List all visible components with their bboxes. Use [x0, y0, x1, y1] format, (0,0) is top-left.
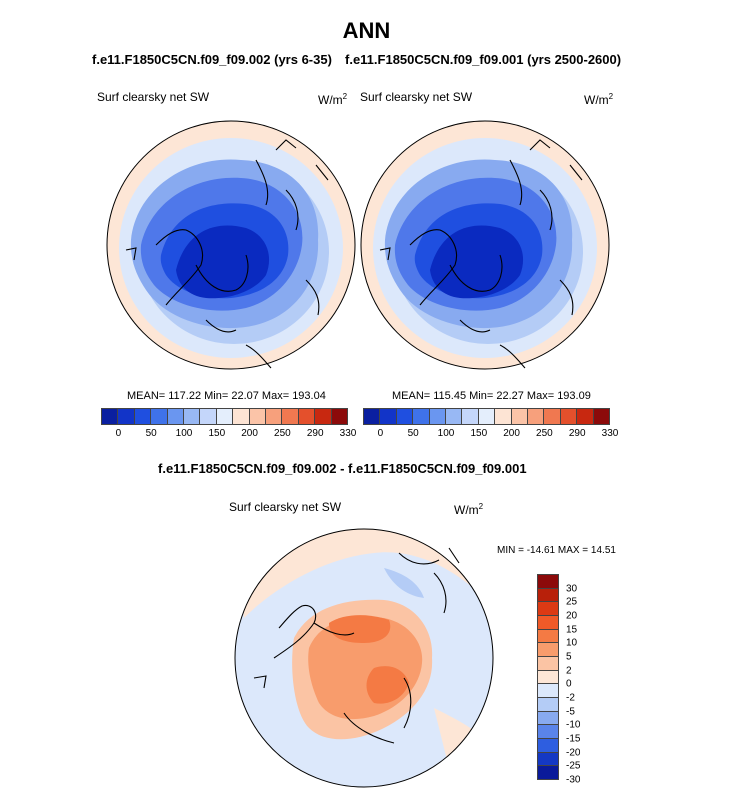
colorbar-swatch — [265, 408, 283, 425]
colorbar-tick-label: 25 — [566, 596, 578, 608]
colorbar-swatch — [101, 408, 119, 425]
colorbar-tick-label: -5 — [566, 706, 575, 718]
colorbar-tick-label: 20 — [566, 610, 578, 622]
colorbar-swatch — [537, 724, 559, 740]
colorbar-tick-label: -10 — [566, 719, 581, 731]
colorbar-tick-label: 0 — [566, 678, 572, 690]
colorbar-swatch — [445, 408, 463, 425]
colorbar-swatch — [537, 697, 559, 712]
colorbar-swatch — [133, 408, 152, 425]
left-polar-map — [106, 120, 356, 370]
diff-variable-label: Surf clearsky net SW — [229, 500, 342, 514]
diff-polar-map — [234, 528, 494, 788]
colorbar-swatch — [379, 408, 397, 425]
colorbar-swatch — [232, 408, 250, 425]
colorbar-swatch — [537, 710, 559, 726]
main-title: ANN — [342, 18, 391, 43]
colorbar-tick-label: 290 — [306, 428, 324, 439]
colorbar-tick-label: 0 — [115, 428, 122, 439]
colorbar-swatch — [537, 751, 559, 767]
colorbar-swatch — [527, 408, 545, 425]
colorbar-tick-label: 250 — [274, 428, 291, 439]
colorbar-swatch — [576, 408, 594, 425]
colorbar-tick-label: 200 — [503, 428, 520, 439]
colorbar-swatch — [281, 408, 299, 425]
diff-stats: MIN = -14.61 MAX = 14.51 — [497, 545, 616, 556]
colorbar-swatch — [537, 601, 559, 617]
colorbar-swatch — [428, 408, 447, 425]
colorbar-swatch — [314, 408, 332, 425]
colorbar-tick-label: 50 — [407, 428, 419, 439]
colorbar-tick-label: -25 — [566, 760, 581, 772]
left-stats: MEAN= 117.22 Min= 22.07 Max= 193.04 — [127, 390, 326, 402]
colorbar-tick-label: -30 — [566, 774, 581, 786]
diff-colorbar — [537, 574, 559, 781]
colorbar-swatch — [537, 765, 559, 781]
colorbar-swatch — [494, 408, 512, 425]
colorbar-swatch — [537, 628, 559, 644]
colorbar-swatch — [183, 408, 201, 425]
colorbar-swatch — [363, 408, 381, 425]
colorbar-swatch — [537, 738, 559, 753]
colorbar-tick-label: 330 — [339, 428, 357, 439]
left-colorbar — [101, 408, 349, 425]
colorbar-tick-label: -15 — [566, 733, 581, 745]
colorbar-tick-label: 150 — [208, 428, 226, 439]
diff-units-label: W/m2 — [454, 502, 484, 517]
colorbar-swatch — [510, 408, 529, 425]
colorbar-swatch — [477, 408, 496, 425]
right-panel-title: f.e11.F1850C5CN.f09_f09.001 (yrs 2500-26… — [345, 52, 622, 67]
left-panel-title: f.e11.F1850C5CN.f09_f09.002 (yrs 6-35) — [92, 52, 332, 67]
colorbar-tick-label: -20 — [566, 747, 581, 759]
colorbar-tick-label: 290 — [568, 428, 586, 439]
colorbar-swatch — [592, 408, 611, 425]
colorbar-tick-label: 15 — [566, 624, 578, 636]
colorbar-tick-label: 330 — [601, 428, 619, 439]
colorbar-swatch — [537, 683, 559, 699]
colorbar-swatch — [537, 656, 559, 671]
left-variable-label: Surf clearsky net SW — [97, 90, 210, 104]
diff-panel-title: f.e11.F1850C5CN.f09_f09.002 - f.e11.F185… — [158, 461, 527, 476]
colorbar-swatch — [559, 408, 578, 425]
colorbar-swatch — [199, 408, 217, 425]
colorbar-swatch — [537, 615, 559, 630]
colorbar-tick-label: 30 — [566, 583, 578, 595]
right-stats: MEAN= 115.45 Min= 22.27 Max= 193.09 — [392, 390, 591, 402]
colorbar-tick-label: 0 — [377, 428, 384, 439]
left-units-label: W/m2 — [318, 92, 348, 107]
colorbar-tick-label: 50 — [145, 428, 157, 439]
colorbar-swatch — [537, 574, 559, 589]
colorbar-swatch — [537, 669, 559, 685]
colorbar-tick-label: 100 — [175, 428, 193, 439]
colorbar-swatch — [150, 408, 168, 425]
colorbar-swatch — [297, 408, 316, 425]
colorbar-tick-label: -2 — [566, 692, 575, 704]
colorbar-swatch — [537, 642, 559, 658]
colorbar-swatch — [461, 408, 479, 425]
colorbar-tick-label: 2 — [566, 665, 572, 677]
right-variable-label: Surf clearsky net SW — [360, 90, 473, 104]
colorbar-swatch — [537, 587, 559, 603]
colorbar-tick-label: 10 — [566, 637, 578, 649]
right-units-label: W/m2 — [584, 92, 614, 107]
colorbar-tick-label: 5 — [566, 651, 572, 663]
colorbar-swatch — [395, 408, 414, 425]
colorbar-swatch — [330, 408, 349, 425]
colorbar-swatch — [166, 408, 185, 425]
colorbar-swatch — [248, 408, 267, 425]
colorbar-swatch — [117, 408, 135, 425]
colorbar-swatch — [543, 408, 561, 425]
colorbar-tick-label: 250 — [536, 428, 553, 439]
colorbar-tick-label: 200 — [241, 428, 258, 439]
colorbar-tick-label: 150 — [470, 428, 488, 439]
right-polar-map — [360, 120, 610, 370]
colorbar-swatch — [215, 408, 234, 425]
right-colorbar — [363, 408, 611, 425]
colorbar-swatch — [412, 408, 430, 425]
colorbar-tick-label: 100 — [437, 428, 455, 439]
